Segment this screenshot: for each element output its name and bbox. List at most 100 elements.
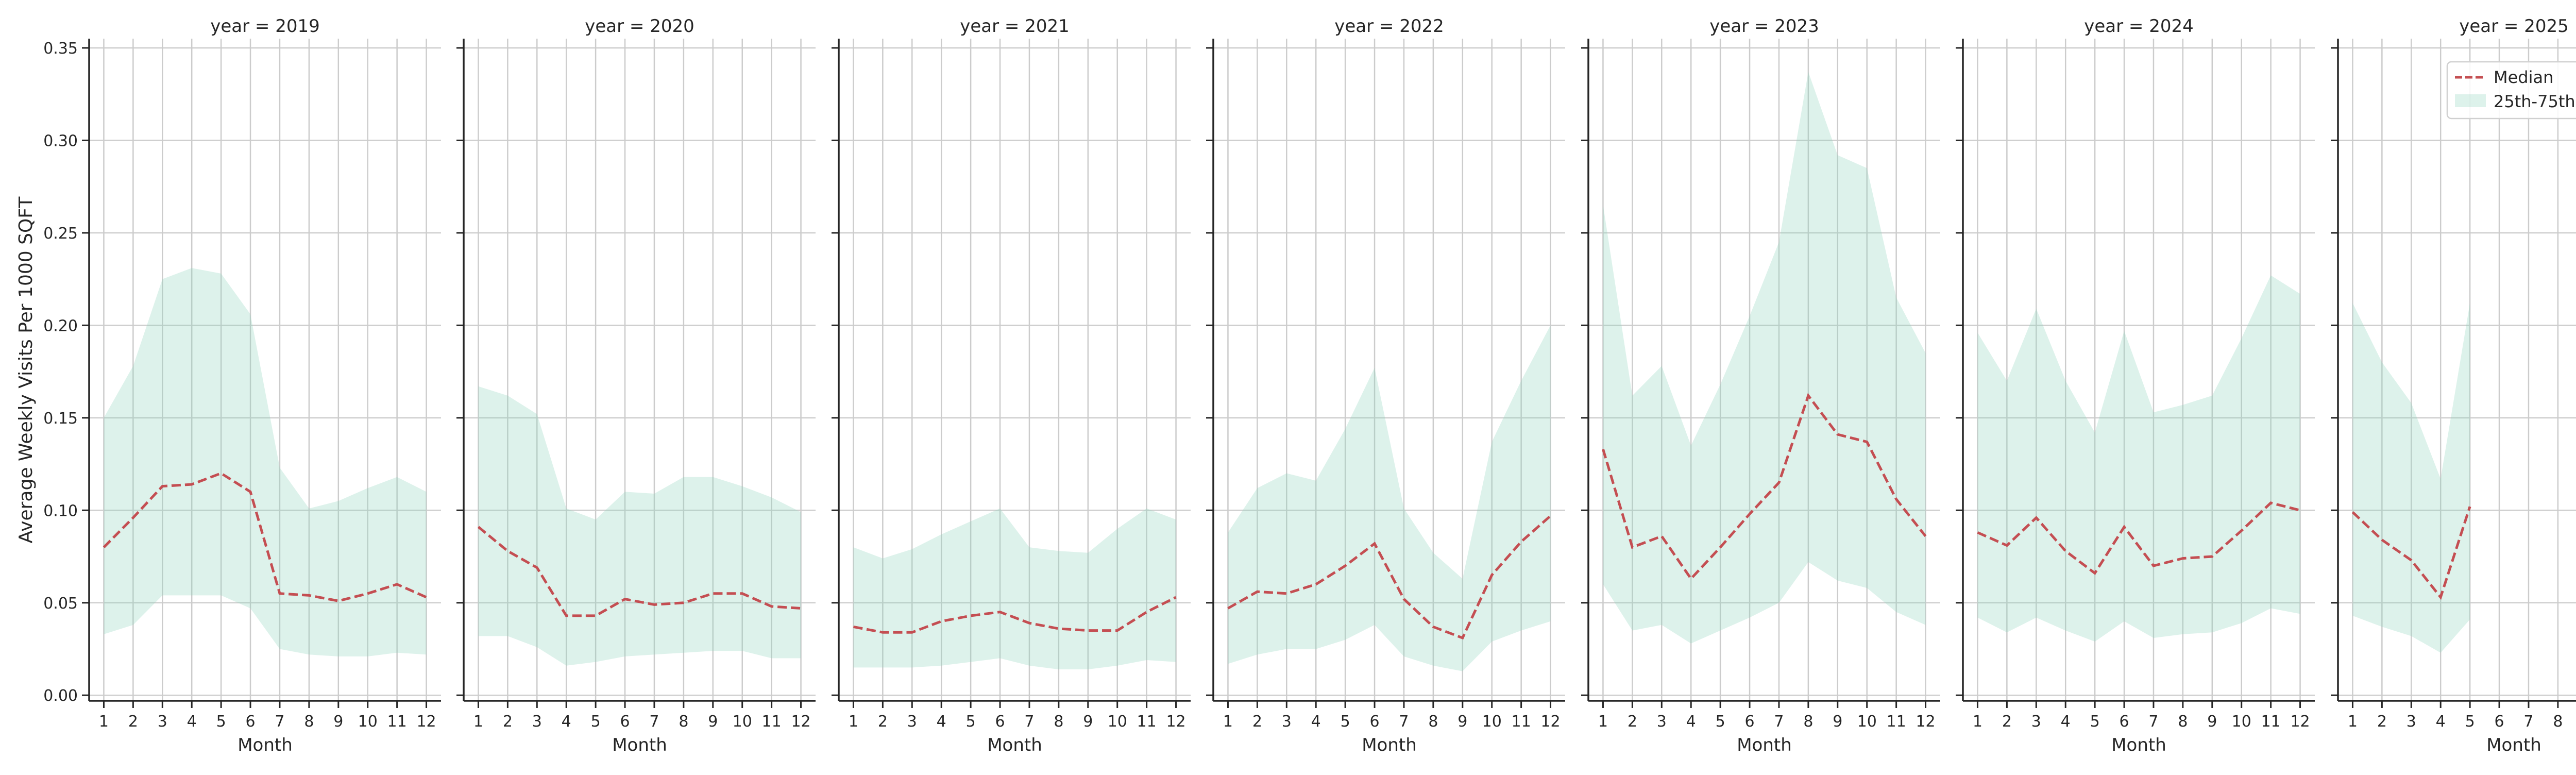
- x-tick-label: 6: [245, 713, 255, 731]
- median-line: [1602, 393, 1927, 581]
- x-tick-label: 11: [1137, 713, 1157, 731]
- x-axis-label: Month: [1737, 735, 1792, 755]
- y-tick-label: 0.00: [43, 687, 78, 705]
- x-tick-label: 7: [2523, 713, 2533, 731]
- x-tick-label: 11: [387, 713, 407, 731]
- x-tick-label: 11: [2261, 713, 2281, 731]
- x-tick-label: 5: [1341, 713, 1350, 731]
- x-tick-label: 8: [2178, 713, 2188, 731]
- x-tick-label: 1: [849, 713, 858, 731]
- x-tick-label: 8: [679, 713, 688, 731]
- x-tick-label: 12: [1166, 713, 1185, 731]
- x-axis-label: Month: [2486, 735, 2541, 755]
- median-line: [1977, 501, 2301, 575]
- legend-band-label: 25th-75th Percentile: [2494, 92, 2576, 111]
- x-tick-label: 4: [2061, 713, 2071, 731]
- x-tick-label: 6: [1744, 713, 1754, 731]
- x-tick-label: 12: [791, 713, 810, 731]
- legend-band-swatch: [2455, 94, 2486, 107]
- x-tick-label: 10: [2232, 713, 2251, 731]
- x-tick-label: 2: [2002, 713, 2012, 731]
- x-tick-label: 5: [216, 713, 226, 731]
- x-tick-label: 3: [1282, 713, 1292, 731]
- x-tick-label: 4: [937, 713, 946, 731]
- x-tick-label: 10: [733, 713, 752, 731]
- median-line: [103, 471, 427, 602]
- x-tick-label: 12: [1540, 713, 1560, 731]
- percentile-band: [2352, 303, 2470, 653]
- x-tick-label: 2: [503, 713, 513, 731]
- x-tick-label: 5: [966, 713, 976, 731]
- x-tick-label: 8: [1803, 713, 1813, 731]
- y-axis-label: Average Weekly Visits Per 1000 SQFT: [15, 196, 37, 544]
- x-tick-label: 9: [1833, 713, 1842, 731]
- x-tick-label: 10: [1857, 713, 1877, 731]
- x-tick-label: 4: [1311, 713, 1321, 731]
- x-tick-label: 10: [1108, 713, 1127, 731]
- x-tick-label: 5: [2090, 713, 2100, 731]
- median-line: [1227, 515, 1552, 640]
- x-tick-label: 7: [1024, 713, 1034, 731]
- x-tick-label: 2: [878, 713, 888, 731]
- x-tick-label: 11: [762, 713, 782, 731]
- x-tick-label: 4: [2436, 713, 2446, 731]
- x-tick-label: 1: [1973, 713, 1982, 731]
- x-tick-label: 1: [2348, 713, 2358, 731]
- x-tick-label: 3: [2031, 713, 2041, 731]
- x-tick-label: 3: [1657, 713, 1667, 731]
- y-tick-label: 0.25: [43, 225, 78, 243]
- x-tick-label: 1: [473, 713, 483, 731]
- x-tick-label: 3: [2406, 713, 2416, 731]
- x-tick-label: 11: [1887, 713, 1906, 731]
- x-tick-label: 9: [708, 713, 718, 731]
- y-tick-label: 0.30: [43, 132, 78, 150]
- x-tick-label: 3: [532, 713, 542, 731]
- x-tick-label: 12: [416, 713, 436, 731]
- x-tick-label: 8: [304, 713, 314, 731]
- percentile-band: [1228, 325, 1551, 671]
- x-tick-label: 6: [995, 713, 1005, 731]
- percentile-band: [1603, 72, 1926, 644]
- x-tick-label: 8: [2553, 713, 2563, 731]
- x-tick-label: 4: [562, 713, 571, 731]
- x-tick-label: 6: [1369, 713, 1379, 731]
- x-tick-label: 2: [1252, 713, 1262, 731]
- y-tick-label: 0.35: [43, 40, 78, 58]
- y-tick-label: 0.05: [43, 595, 78, 613]
- percentile-band: [104, 268, 427, 656]
- x-tick-label: 2: [1628, 713, 1637, 731]
- x-tick-label: 5: [1716, 713, 1725, 731]
- x-tick-label: 7: [1774, 713, 1784, 731]
- x-tick-label: 7: [2148, 713, 2158, 731]
- x-tick-label: 12: [1916, 713, 1935, 731]
- x-tick-label: 8: [1428, 713, 1438, 731]
- panel-title: year = 2025: [2459, 16, 2568, 37]
- x-tick-label: 1: [1223, 713, 1233, 731]
- x-axis-label: Month: [2111, 735, 2166, 755]
- x-tick-label: 7: [1399, 713, 1409, 731]
- x-tick-label: 2: [128, 713, 138, 731]
- x-tick-label: 6: [620, 713, 630, 731]
- x-tick-label: 5: [2465, 713, 2475, 731]
- panel-title: year = 2021: [960, 16, 1069, 37]
- panel-title: year = 2023: [1709, 16, 1819, 37]
- median-line: [853, 596, 1177, 634]
- x-tick-label: 1: [1598, 713, 1608, 731]
- percentile-band: [1977, 275, 2300, 642]
- panel-title: year = 2022: [1334, 16, 1444, 37]
- percentile-band: [478, 386, 801, 666]
- x-tick-label: 12: [2290, 713, 2310, 731]
- median-line: [2351, 506, 2471, 600]
- x-tick-label: 10: [1482, 713, 1502, 731]
- x-axis-label: Month: [987, 735, 1042, 755]
- x-tick-label: 9: [2207, 713, 2217, 731]
- x-axis-label: Month: [612, 735, 667, 755]
- x-tick-label: 4: [187, 713, 197, 731]
- x-tick-label: 8: [1054, 713, 1063, 731]
- x-tick-label: 10: [358, 713, 378, 731]
- x-tick-label: 2: [2377, 713, 2387, 731]
- panel-title: year = 2024: [2084, 16, 2193, 37]
- x-tick-label: 9: [333, 713, 343, 731]
- x-tick-label: 3: [907, 713, 917, 731]
